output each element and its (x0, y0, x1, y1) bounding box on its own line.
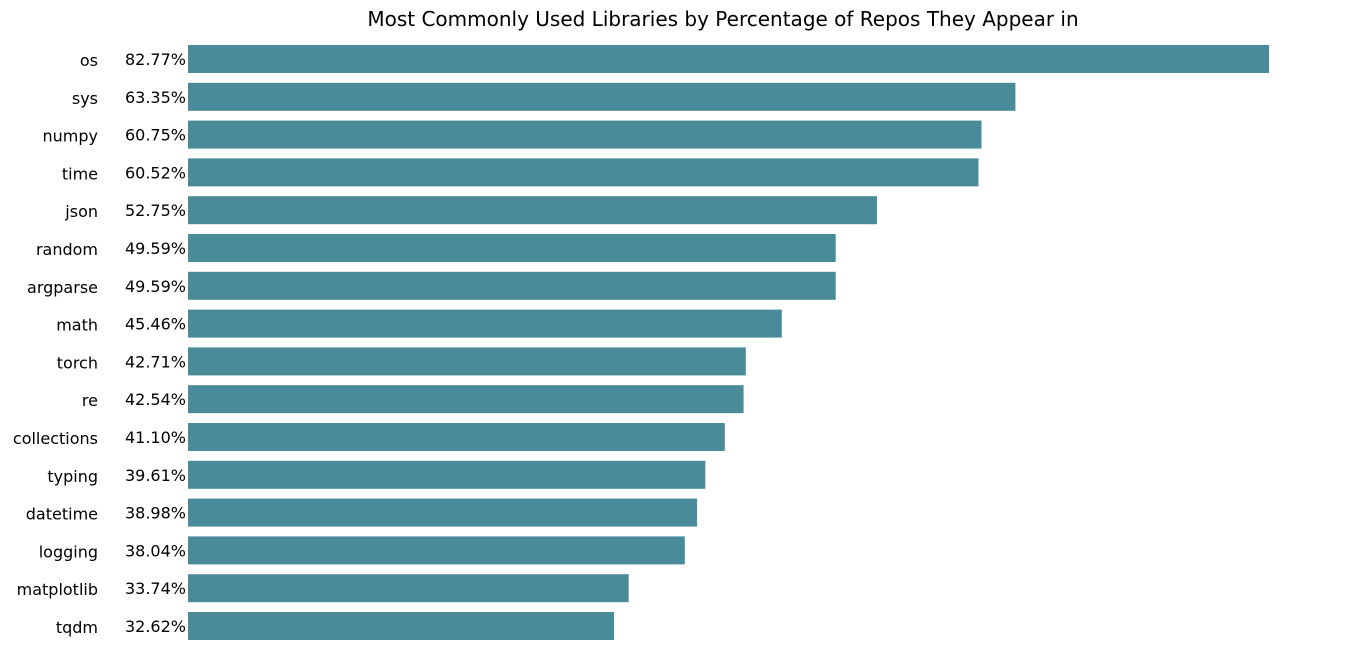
value-label-sys: 63.35% (125, 88, 186, 107)
bar-argparse (188, 271, 836, 300)
value-label-collections: 41.10% (125, 428, 186, 447)
bar-numpy (188, 120, 982, 149)
bar-json (188, 196, 877, 225)
category-label-time: time (62, 164, 98, 183)
bar-tqdm (188, 612, 614, 640)
bar-sys (188, 82, 1016, 111)
category-label-json: json (64, 202, 98, 221)
category-label-numpy: numpy (43, 127, 99, 146)
category-label-sys: sys (72, 89, 98, 108)
value-label-os: 82.77% (125, 50, 186, 69)
value-label-argparse: 49.59% (125, 277, 186, 296)
bar-os (188, 45, 1270, 73)
bars-group (188, 45, 1270, 640)
value-labels: 82.77% 63.35% 60.75% 60.52% 52.75% 49.59% 49.5… (125, 50, 186, 636)
category-label-matplotlib: matplotlib (17, 580, 98, 599)
bar-time (188, 158, 979, 187)
value-label-re: 42.54% (125, 390, 186, 409)
value-label-logging: 38.04% (125, 541, 186, 560)
category-label-math: math (56, 316, 98, 335)
value-label-datetime: 38.98% (125, 504, 186, 523)
category-label-logging: logging (39, 542, 98, 561)
category-label-argparse: argparse (27, 278, 98, 297)
value-label-typing: 39.61% (125, 466, 186, 485)
bar-matplotlib (188, 574, 629, 603)
category-label-re: re (82, 391, 98, 410)
bar-math (188, 309, 782, 338)
value-label-matplotlib: 33.74% (125, 579, 186, 598)
bar-re (188, 385, 744, 414)
bar-datetime (188, 498, 698, 527)
bar-collections (188, 423, 725, 451)
bar-torch (188, 347, 746, 376)
category-label-os: os (80, 51, 98, 70)
value-label-math: 45.46% (125, 315, 186, 334)
bar-typing (188, 460, 706, 489)
bar-random (188, 234, 836, 262)
value-label-time: 60.52% (125, 163, 186, 182)
value-label-numpy: 60.75% (125, 126, 186, 145)
category-label-typing: typing (47, 467, 98, 486)
category-label-torch: torch (57, 353, 98, 372)
category-label-tqdm: tqdm (56, 618, 98, 637)
category-label-random: random (36, 240, 98, 259)
chart-title: Most Commonly Used Libraries by Percenta… (367, 7, 1078, 31)
value-label-torch: 42.71% (125, 352, 186, 371)
value-label-tqdm: 32.62% (125, 617, 186, 636)
value-label-json: 52.75% (125, 201, 186, 220)
bar-logging (188, 536, 685, 565)
category-label-collections: collections (13, 429, 98, 448)
category-labels: os sys numpy time json random argparse math torc… (13, 51, 98, 637)
category-label-datetime: datetime (26, 505, 98, 524)
value-label-random: 49.59% (125, 239, 186, 258)
